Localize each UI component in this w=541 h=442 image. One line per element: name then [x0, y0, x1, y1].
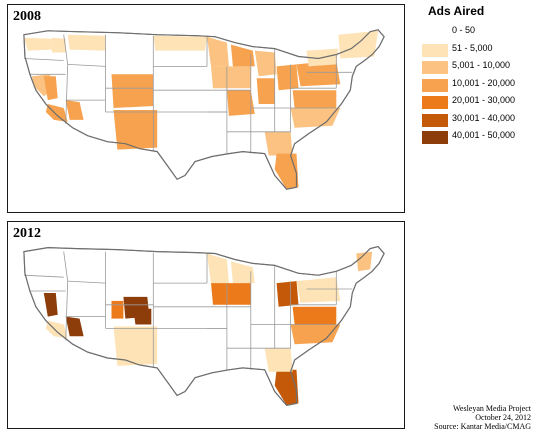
- legend-swatch: [422, 96, 448, 109]
- media-market-region: [292, 90, 337, 108]
- legend-title: Ads Aired: [428, 4, 485, 18]
- credits-line-1: Wesleyan Media Project: [453, 404, 531, 413]
- credits: Wesleyan Media Project October 24, 2012 …: [434, 404, 531, 431]
- legend-label: 0 - 50: [452, 25, 476, 35]
- media-market-region: [290, 324, 341, 345]
- legend-items: 0 - 50 51 - 5,000 5,001 - 10,000 10,001 - 2…: [418, 24, 538, 147]
- media-market-region: [274, 369, 299, 406]
- media-market-region: [296, 60, 341, 87]
- media-market-region: [133, 308, 152, 325]
- panel-year-2012: 2012: [13, 226, 41, 241]
- media-market-region: [264, 348, 293, 372]
- media-market-region: [226, 90, 255, 116]
- media-market-region: [230, 44, 255, 67]
- media-market-region: [356, 251, 373, 272]
- legend-item: 0 - 50: [418, 24, 538, 42]
- legend-label: 40,001 - 50,000: [452, 130, 516, 140]
- legend-swatch: [422, 61, 448, 74]
- state-border: [63, 251, 69, 282]
- media-market-region: [43, 293, 58, 317]
- legend-swatch: [422, 78, 448, 92]
- media-market-region: [296, 277, 341, 303]
- media-market-region: [111, 300, 124, 319]
- media-market-region: [113, 110, 158, 150]
- media-market-region: [276, 281, 299, 307]
- legend: Ads Aired 0 - 50 51 - 5,000 5,001 - 10,000…: [418, 2, 538, 147]
- legend-swatch: [422, 131, 448, 144]
- map-panel-2012: 2012: [7, 221, 405, 429]
- legend-label: 51 - 5,000: [452, 42, 493, 53]
- credits-line-3: Source: Kantar Media/CMAG: [434, 422, 531, 431]
- media-market-region: [45, 320, 68, 339]
- media-market-region: [113, 326, 158, 366]
- state-border: [23, 58, 64, 61]
- media-market-region: [211, 283, 251, 305]
- media-market-region: [23, 37, 52, 51]
- legend-label: 20,001 - 30,000: [452, 95, 516, 105]
- media-market-region: [207, 253, 229, 284]
- media-market-region: [67, 34, 106, 51]
- legend-swatch: [422, 113, 448, 127]
- media-market-region: [274, 153, 299, 190]
- state-border: [67, 280, 106, 284]
- legend-item: 51 - 5,000: [418, 42, 538, 60]
- media-market-region: [276, 64, 299, 91]
- legend-label: 5,001 - 10,000: [452, 60, 511, 70]
- media-market-region: [290, 108, 341, 128]
- media-market-region: [254, 50, 277, 77]
- state-border: [65, 281, 69, 341]
- media-market-region: [153, 35, 207, 51]
- legend-item: 30,001 - 40,000: [418, 112, 538, 130]
- media-market-region: [207, 36, 229, 67]
- media-market-region: [43, 76, 58, 101]
- legend-item: 5,001 - 10,000: [418, 59, 538, 77]
- media-market-region: [111, 74, 154, 108]
- media-market-region: [230, 261, 255, 284]
- legend-item: 10,001 - 20,000: [418, 77, 538, 95]
- media-market-region: [338, 30, 379, 59]
- panel-year-2008: 2008: [13, 9, 41, 24]
- state-border: [65, 64, 69, 124]
- legend-item: 20,001 - 30,000: [418, 94, 538, 112]
- media-market-region: [45, 104, 68, 122]
- legend-label: 10,001 - 20,000: [452, 77, 516, 88]
- map-panel-2008: 2008: [7, 4, 405, 213]
- legend-swatch: [422, 43, 448, 57]
- us-media-market-map-2012: [23, 245, 385, 406]
- media-market-region: [292, 306, 337, 325]
- state-border: [67, 64, 106, 67]
- legend-item: 40,001 - 50,000: [418, 129, 538, 147]
- media-market-region: [51, 37, 66, 53]
- state-border: [63, 34, 69, 65]
- media-market-region: [264, 131, 293, 156]
- us-coastline: [23, 29, 385, 190]
- us-coastline: [23, 245, 385, 406]
- us-media-market-map-2008: [23, 29, 385, 190]
- state-border: [23, 274, 64, 278]
- legend-swatch: [422, 26, 448, 39]
- credits-line-2: October 24, 2012: [475, 413, 531, 422]
- legend-label: 30,001 - 40,000: [452, 112, 516, 123]
- media-market-region: [65, 316, 84, 337]
- media-market-region: [65, 100, 84, 120]
- media-market-region: [256, 78, 275, 104]
- media-market-region: [211, 66, 251, 89]
